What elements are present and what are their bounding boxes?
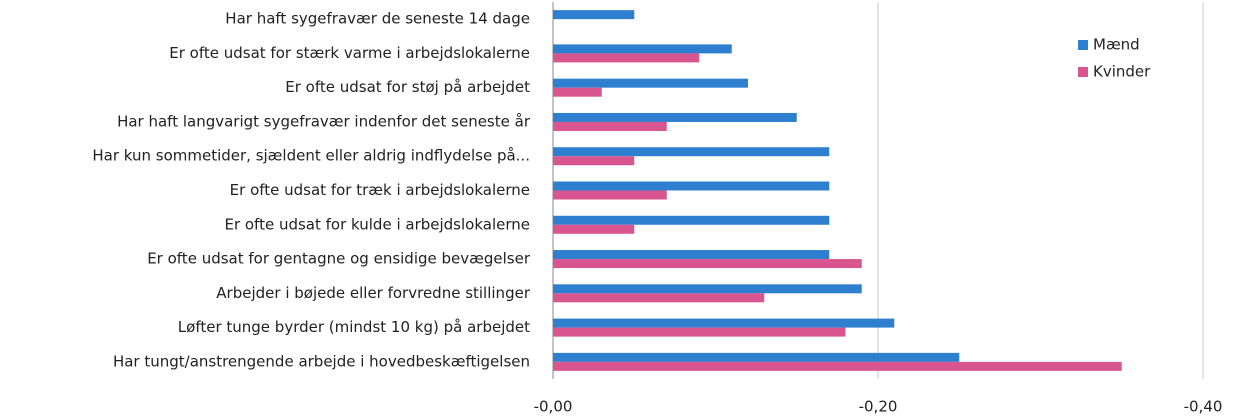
- y-tick-label: Løfter tunge byrder (mindst 10 kg) på ar…: [178, 318, 530, 336]
- y-tick-label: Er ofte udsat for gentagne og ensidige b…: [147, 250, 531, 268]
- bar: [553, 78, 748, 88]
- bar: [553, 361, 1122, 371]
- bar: [553, 44, 732, 54]
- bar: [553, 318, 895, 328]
- y-tick-label: Har haft langvarigt sygefravær indenfor …: [117, 112, 531, 130]
- y-tick-label: Har kun sommetider, sjældent eller aldri…: [92, 147, 530, 165]
- bar: [553, 259, 862, 269]
- x-tick-label: -0,40: [1184, 398, 1223, 416]
- y-tick-label: Er ofte udsat for træk i arbejdslokalern…: [230, 181, 530, 199]
- bar: [553, 53, 700, 63]
- bar: [553, 112, 797, 122]
- y-tick-label: Har haft sygefravær de seneste 14 dage: [225, 10, 530, 28]
- y-tick-label: Har tungt/anstrengende arbejde i hovedbe…: [113, 352, 530, 370]
- bar: [553, 327, 846, 337]
- y-tick-label: Er ofte udsat for kulde i arbejdslokaler…: [224, 215, 530, 233]
- bar: [553, 10, 635, 20]
- x-tick-label: -0,20: [859, 398, 898, 416]
- bar: [553, 121, 667, 131]
- legend-label: Mænd: [1093, 36, 1140, 54]
- bar: [553, 284, 862, 294]
- legend-swatch: [1078, 40, 1088, 50]
- y-tick-label: Arbejder i bøjede eller forvredne stilli…: [216, 284, 531, 302]
- bar: [553, 87, 602, 97]
- legend-label: Kvinder: [1093, 63, 1151, 81]
- bar: [553, 147, 830, 157]
- bar: [553, 224, 635, 234]
- bar: [553, 352, 960, 362]
- x-tick-label: -0,00: [534, 398, 573, 416]
- bar: [553, 250, 830, 260]
- bar: [553, 181, 830, 191]
- bar: [553, 156, 635, 166]
- bar: [553, 190, 667, 200]
- y-tick-label: Er ofte udsat for stærk varme i arbejdsl…: [169, 44, 530, 62]
- bar: [553, 293, 765, 303]
- y-tick-label: Er ofte udsat for støj på arbejdet: [285, 78, 530, 96]
- legend-swatch: [1078, 67, 1088, 77]
- bar: [553, 215, 830, 225]
